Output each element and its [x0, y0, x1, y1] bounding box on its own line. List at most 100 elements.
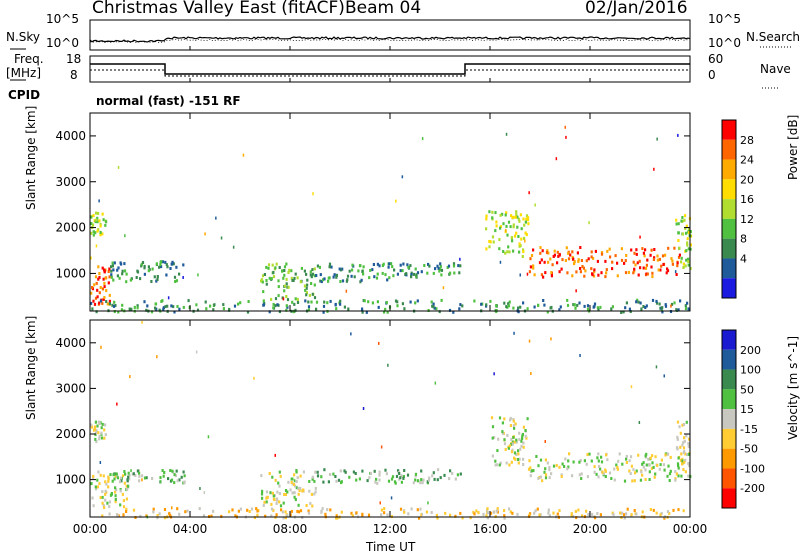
panel1-scatter-cell — [406, 473, 410, 477]
panel1-scatter-cell — [261, 496, 264, 500]
panel1-scatter-cell — [170, 478, 174, 482]
panel0-colorbar-swatch — [722, 199, 736, 219]
freq-label: Freq. — [14, 52, 44, 66]
x-tick-label: 20:00 — [573, 522, 608, 536]
panel0-scatter-cell — [637, 273, 640, 277]
panel0-scatter-cell — [323, 277, 326, 281]
panel1-scatter-cell — [503, 417, 506, 421]
panel0-scatter-cell — [614, 254, 617, 258]
panel0-scatter-cell — [166, 304, 169, 308]
panel1-scatter-cell — [182, 470, 185, 474]
panel1-scatter-cell — [139, 514, 142, 518]
panel0-scatter-cell — [390, 262, 393, 266]
panel1-scatter-cell — [547, 511, 550, 515]
panel0-scatter-cell — [447, 264, 451, 268]
panel0-scatter-cell — [594, 249, 597, 253]
panel0-scatter-cell — [103, 281, 106, 285]
panel1-scatter-cell — [494, 463, 497, 467]
nave-label: Nave — [760, 62, 791, 76]
panel0-scatter-cell — [427, 262, 430, 266]
panel1-scatter-cell — [654, 472, 657, 476]
panel0-scatter-cell — [306, 283, 309, 287]
panel1-scatter-cell — [644, 468, 647, 472]
panel0-speck — [526, 272, 529, 276]
panel1-scatter-cell — [449, 469, 452, 473]
panel1-speck — [544, 440, 546, 443]
panel0-scatter-cell — [268, 310, 271, 314]
panel0-scatter-cell — [656, 254, 659, 258]
panel1-scatter-cell — [156, 514, 159, 517]
panel0-scatter-cell — [521, 255, 524, 258]
panel1-scatter-cell — [579, 458, 582, 462]
panel0-scatter-cell — [457, 264, 460, 268]
panel1-scatter-cell — [517, 449, 520, 453]
panel1-scatter-cell — [512, 435, 515, 439]
panel1-scatter-cell — [564, 457, 567, 461]
panel0-scatter-cell — [571, 274, 574, 278]
panel1-scatter-cell — [522, 425, 525, 429]
panel0-scatter-cell — [101, 212, 104, 216]
panel1-scatter-cell — [366, 479, 369, 483]
panel0-scatter-cell — [104, 223, 107, 227]
panel0-scatter-cell — [676, 261, 679, 265]
panel1-scatter-cell — [274, 478, 277, 482]
panel0-scatter-cell — [403, 307, 406, 311]
panel0-scatter-cell — [684, 264, 687, 268]
panel1-scatter-cell — [687, 462, 690, 465]
panel0-scatter-cell — [209, 304, 212, 308]
panel1-scatter-cell — [548, 476, 551, 480]
panel1-scatter-cell — [310, 492, 313, 496]
panel0-scatter-cell — [528, 270, 531, 274]
panel0-scatter-cell — [393, 268, 396, 272]
panel0-scatter-cell — [587, 257, 590, 261]
panel1-scatter-cell — [358, 477, 361, 481]
panel1-scatter-cell — [597, 475, 600, 479]
panel0-scatter-cell — [578, 301, 581, 305]
panel1-scatter-cell — [134, 474, 137, 477]
panel1-scatter-cell — [417, 479, 420, 483]
cpid-value: normal (fast) -151 RF — [96, 94, 241, 108]
panel0-scatter-cell — [529, 257, 532, 261]
panel1-scatter-cell — [94, 437, 97, 441]
frequency-line — [90, 63, 690, 75]
panel1-scatter-cell — [173, 473, 176, 477]
panel1-scatter-cell — [378, 473, 381, 477]
panel1-scatter-cell — [369, 472, 372, 475]
panel1-scatter-cell — [498, 416, 502, 420]
panel0-colorbar-swatch — [722, 258, 736, 279]
panel1-scatter-cell — [101, 495, 104, 499]
panel1-scatter-cell — [307, 511, 311, 515]
panel0-scatter-cell — [452, 264, 456, 268]
panel0-scatter-cell — [246, 310, 250, 314]
panel0-scatter-cell — [309, 273, 312, 277]
panel0-scatter-cell — [116, 274, 119, 278]
panel1-scatter-cell — [677, 474, 680, 478]
panel0-scatter-cell — [655, 301, 659, 305]
panel1-scatter-cell — [612, 512, 615, 516]
panel0-scatter-cell — [99, 224, 102, 228]
panel1-scatter-cell — [355, 478, 358, 482]
panel1-scatter-cell — [527, 514, 531, 518]
panel1-scatter-cell — [279, 504, 283, 508]
panel0-scatter-cell — [638, 259, 641, 263]
panel1-scatter-cell — [509, 416, 512, 420]
panel1-scatter-cell — [416, 508, 419, 512]
panel0-scatter-cell — [664, 304, 668, 308]
panel1-scatter-cell — [168, 512, 171, 516]
x-tick-label: 00:00 — [673, 522, 708, 536]
panel1-scatter-cell — [292, 482, 296, 486]
panel0-scatter-cell — [368, 276, 371, 280]
panel1-speck — [387, 363, 389, 367]
panel0-scatter-cell — [661, 254, 665, 258]
noise-right-tick-top: 10^5 — [708, 12, 741, 26]
panel0-scatter-cell — [516, 215, 519, 219]
panel1-scatter-cell — [113, 477, 116, 481]
panel0-scatter-cell — [286, 298, 290, 302]
panel0-scatter-cell — [673, 301, 676, 305]
panel1-scatter-cell — [486, 507, 489, 511]
x-tick-label: 04:00 — [173, 522, 208, 536]
panel1-scatter-cell — [414, 474, 417, 478]
panel0-scatter-cell — [228, 307, 231, 311]
panel0-scatter-cell — [677, 222, 680, 226]
panel1-scatter-cell — [504, 448, 507, 451]
